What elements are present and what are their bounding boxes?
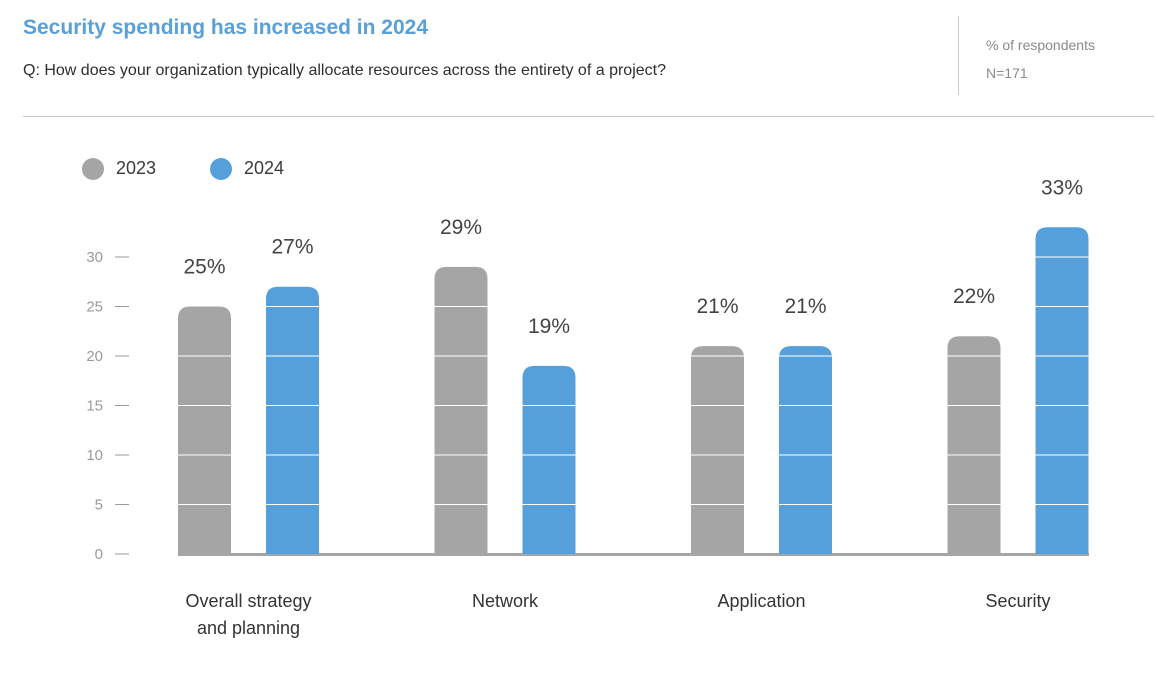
bar-2023 <box>434 266 488 554</box>
bar-2023 <box>947 336 1001 554</box>
data-label-2023: 25% <box>183 256 225 279</box>
category-label: Application <box>717 591 805 611</box>
y-tick-label: 15 <box>86 398 103 415</box>
y-tick-label: 0 <box>95 546 103 563</box>
bar-2024 <box>266 286 319 554</box>
category-label: Network <box>472 591 539 611</box>
bar-2024 <box>1035 227 1089 555</box>
header-divider <box>958 16 959 95</box>
data-label-2023: 22% <box>953 285 995 308</box>
data-label-2024: 21% <box>784 295 826 318</box>
legend-label-2024: 2024 <box>244 158 285 178</box>
bar-2023 <box>691 346 744 554</box>
bar-2023 <box>178 306 231 554</box>
chart-title: Security spending has increased in 2024 <box>23 16 428 39</box>
unit-label: % of respondents <box>986 37 1095 53</box>
bar-2024 <box>779 346 832 554</box>
survey-question: Q: How does your organization typically … <box>23 62 666 79</box>
y-tick-label: 20 <box>86 348 103 365</box>
sample-size: N=171 <box>986 65 1028 81</box>
bar-2024 <box>522 365 576 554</box>
legend-marker-2023 <box>82 158 104 180</box>
legend-marker-2024 <box>210 158 232 180</box>
data-label-2023: 21% <box>696 295 738 318</box>
data-label-2024: 19% <box>528 315 570 338</box>
data-label-2024: 33% <box>1041 176 1083 199</box>
y-tick-label: 25 <box>86 299 103 316</box>
baseline <box>178 553 1089 556</box>
data-label-2023: 29% <box>440 216 482 239</box>
category-label: and planning <box>197 618 300 638</box>
data-label-2024: 27% <box>271 236 313 259</box>
category-label: Security <box>985 591 1050 611</box>
header-rule <box>23 116 1154 117</box>
y-tick-label: 5 <box>95 497 103 514</box>
y-tick-label: 30 <box>86 249 103 266</box>
category-label: Overall strategy <box>185 591 311 611</box>
y-tick-label: 10 <box>86 447 103 464</box>
legend-label-2023: 2023 <box>116 158 157 178</box>
